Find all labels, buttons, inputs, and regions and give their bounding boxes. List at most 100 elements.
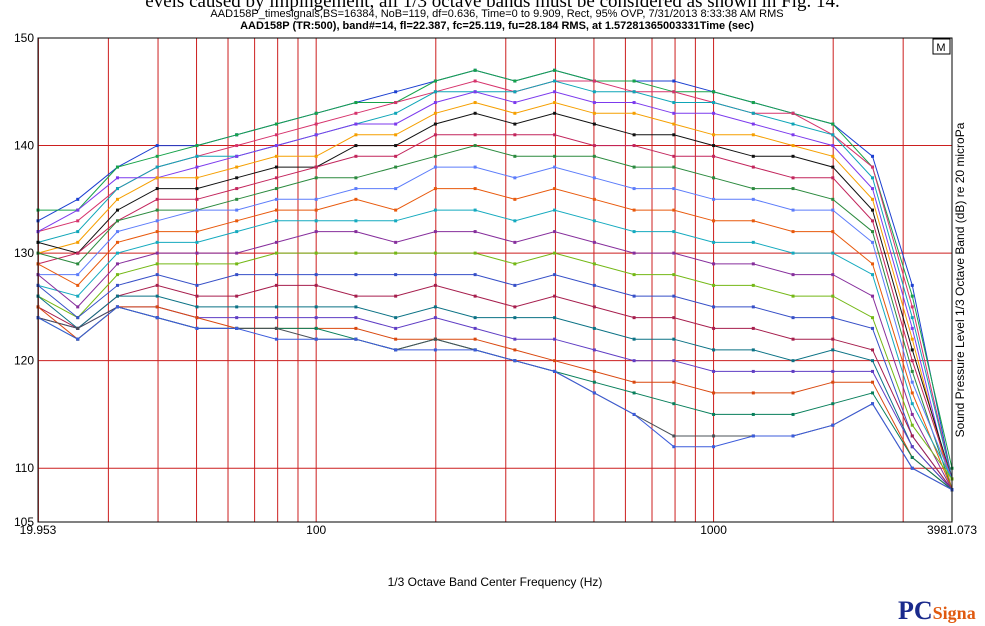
data-point bbox=[672, 165, 676, 169]
data-point bbox=[632, 101, 636, 105]
data-point bbox=[155, 316, 159, 320]
data-point bbox=[235, 154, 239, 158]
series-line bbox=[37, 252, 953, 480]
data-point bbox=[592, 154, 596, 158]
data-point bbox=[155, 262, 159, 266]
data-point bbox=[394, 165, 398, 169]
data-point bbox=[712, 445, 716, 449]
data-point bbox=[235, 326, 239, 330]
data-point bbox=[394, 251, 398, 255]
data-point bbox=[274, 165, 278, 169]
data-point bbox=[354, 326, 358, 330]
data-point bbox=[195, 154, 199, 158]
chart-title: AAD158P_timesignals,BS=16384, NoB=119, d… bbox=[210, 8, 783, 20]
data-point bbox=[76, 337, 80, 341]
data-point bbox=[632, 165, 636, 169]
data-point bbox=[910, 359, 914, 363]
y-tick-label: 150 bbox=[14, 31, 34, 45]
data-point bbox=[473, 230, 477, 234]
data-point bbox=[910, 369, 914, 373]
data-point bbox=[314, 305, 318, 309]
data-point bbox=[751, 369, 755, 373]
data-point bbox=[433, 165, 437, 169]
data-point bbox=[513, 262, 517, 266]
data-point bbox=[76, 208, 80, 212]
data-point bbox=[155, 294, 159, 298]
data-point bbox=[910, 305, 914, 309]
data-point bbox=[831, 133, 835, 137]
x-tick-label: 1000 bbox=[700, 523, 727, 537]
data-point bbox=[553, 273, 557, 277]
data-point bbox=[672, 316, 676, 320]
data-point bbox=[632, 90, 636, 94]
data-point bbox=[672, 402, 676, 406]
data-point bbox=[195, 294, 199, 298]
data-point bbox=[910, 283, 914, 287]
data-point bbox=[314, 176, 318, 180]
data-point bbox=[910, 445, 914, 449]
data-point bbox=[115, 305, 119, 309]
data-point bbox=[592, 369, 596, 373]
data-point bbox=[155, 197, 159, 201]
data-point bbox=[751, 165, 755, 169]
data-point bbox=[712, 90, 716, 94]
series-line bbox=[37, 209, 953, 480]
data-point bbox=[473, 90, 477, 94]
data-point bbox=[76, 326, 80, 330]
data-point bbox=[672, 154, 676, 158]
data-point bbox=[910, 380, 914, 384]
series-line bbox=[37, 145, 953, 490]
data-point bbox=[394, 219, 398, 223]
data-point bbox=[791, 273, 795, 277]
data-point bbox=[871, 380, 875, 384]
data-point bbox=[712, 262, 716, 266]
data-point bbox=[235, 305, 239, 309]
data-point bbox=[553, 337, 557, 341]
data-point bbox=[513, 337, 517, 341]
data-point bbox=[314, 197, 318, 201]
data-point bbox=[433, 273, 437, 277]
y-tick-label: 105 bbox=[14, 515, 34, 529]
data-point bbox=[155, 230, 159, 234]
data-point bbox=[473, 187, 477, 191]
data-point bbox=[155, 219, 159, 223]
data-point bbox=[553, 68, 557, 72]
data-point bbox=[553, 111, 557, 115]
data-point bbox=[751, 240, 755, 244]
data-point bbox=[831, 337, 835, 341]
data-point bbox=[235, 294, 239, 298]
data-point bbox=[115, 283, 119, 287]
data-point bbox=[592, 197, 596, 201]
data-point bbox=[592, 380, 596, 384]
data-point bbox=[155, 273, 159, 277]
data-point bbox=[433, 251, 437, 255]
data-point bbox=[592, 240, 596, 244]
data-point bbox=[831, 154, 835, 158]
data-point bbox=[513, 316, 517, 320]
data-point bbox=[871, 316, 875, 320]
data-point bbox=[791, 251, 795, 255]
data-point bbox=[553, 165, 557, 169]
data-point bbox=[910, 402, 914, 406]
data-point bbox=[195, 326, 199, 330]
data-point bbox=[672, 337, 676, 341]
data-point bbox=[195, 208, 199, 212]
data-point bbox=[831, 165, 835, 169]
data-point bbox=[76, 294, 80, 298]
data-point bbox=[314, 273, 318, 277]
data-point bbox=[274, 219, 278, 223]
data-point bbox=[751, 283, 755, 287]
data-point bbox=[712, 391, 716, 395]
data-point bbox=[195, 176, 199, 180]
data-point bbox=[672, 359, 676, 363]
data-point bbox=[871, 294, 875, 298]
data-point bbox=[632, 412, 636, 416]
data-point bbox=[314, 337, 318, 341]
data-point bbox=[831, 348, 835, 352]
data-point bbox=[592, 176, 596, 180]
x-tick-labels: 19.953 100 1000 3981.073 bbox=[20, 523, 978, 537]
data-point bbox=[195, 230, 199, 234]
data-point bbox=[592, 90, 596, 94]
data-point bbox=[394, 187, 398, 191]
x-axis-label: 1/3 Octave Band Center Frequency (Hz) bbox=[388, 575, 603, 589]
